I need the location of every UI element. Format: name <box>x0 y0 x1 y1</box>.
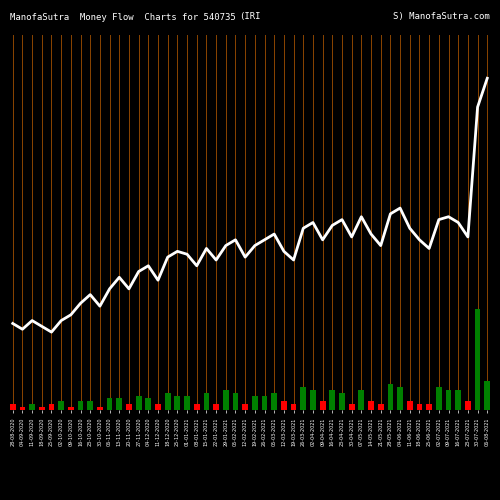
Bar <box>116 398 122 410</box>
Bar <box>426 404 432 410</box>
Bar <box>310 390 316 410</box>
Bar <box>232 392 238 410</box>
Bar <box>407 402 412 410</box>
Bar <box>330 390 335 410</box>
Bar <box>20 407 26 410</box>
Bar <box>48 404 54 410</box>
Bar <box>106 398 112 410</box>
Bar <box>184 396 190 410</box>
Bar <box>378 404 384 410</box>
Bar <box>300 387 306 410</box>
Bar <box>68 407 74 410</box>
Bar <box>262 396 268 410</box>
Bar <box>446 390 452 410</box>
Bar <box>252 396 258 410</box>
Bar <box>339 392 345 410</box>
Bar <box>484 381 490 410</box>
Text: S) ManofaSutra.com: S) ManofaSutra.com <box>393 12 490 22</box>
Bar <box>320 402 326 410</box>
Bar <box>388 384 394 410</box>
Bar <box>281 402 287 410</box>
Bar <box>456 390 461 410</box>
Bar <box>272 392 277 410</box>
Bar <box>290 404 296 410</box>
Bar <box>10 404 16 410</box>
Bar <box>368 402 374 410</box>
Bar <box>78 402 84 410</box>
Bar <box>416 404 422 410</box>
Bar <box>397 387 403 410</box>
Bar <box>155 404 161 410</box>
Bar <box>126 404 132 410</box>
Bar <box>136 396 141 410</box>
Bar <box>146 398 151 410</box>
Bar <box>29 404 35 410</box>
Bar <box>88 402 93 410</box>
Bar <box>165 392 170 410</box>
Text: (IRI: (IRI <box>240 12 261 22</box>
Bar <box>204 392 210 410</box>
Bar <box>474 309 480 410</box>
Bar <box>349 404 354 410</box>
Bar <box>465 402 471 410</box>
Bar <box>174 396 180 410</box>
Bar <box>39 407 44 410</box>
Bar <box>97 407 103 410</box>
Bar <box>58 402 64 410</box>
Bar <box>213 404 219 410</box>
Bar <box>223 390 228 410</box>
Bar <box>194 404 200 410</box>
Bar <box>242 404 248 410</box>
Bar <box>436 387 442 410</box>
Text: ManofaSutra  Money Flow  Charts for 540735: ManofaSutra Money Flow Charts for 540735 <box>10 12 236 22</box>
Bar <box>358 390 364 410</box>
